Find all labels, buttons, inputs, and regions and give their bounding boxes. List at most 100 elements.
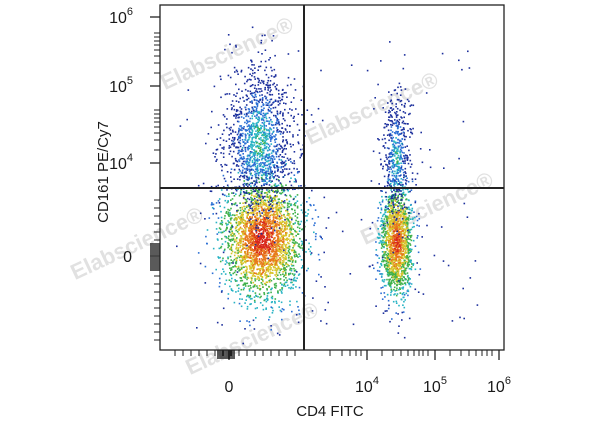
event-dot — [243, 222, 245, 225]
event-dot — [260, 236, 262, 239]
event-dot — [238, 160, 241, 163]
event-dot — [266, 189, 268, 191]
event-dot — [254, 242, 257, 245]
event-dot — [257, 177, 260, 179]
event-dot — [251, 227, 253, 230]
event-dot — [232, 214, 234, 216]
event-dot — [253, 99, 256, 101]
event-dot — [253, 328, 256, 330]
event-dot — [272, 124, 275, 126]
event-dot — [269, 171, 272, 173]
event-dot — [248, 246, 250, 249]
event-dot — [384, 231, 387, 233]
event-dot — [399, 250, 402, 253]
event-dot — [270, 138, 272, 141]
event-dot — [260, 234, 262, 236]
event-dot — [263, 124, 266, 127]
event-dot — [320, 276, 322, 278]
event-dot — [380, 207, 383, 209]
event-dot — [251, 102, 253, 104]
event-dot — [391, 260, 394, 262]
event-dot — [276, 122, 279, 125]
event-dot — [403, 222, 405, 224]
event-dot — [269, 140, 272, 142]
event-dot — [231, 224, 233, 227]
event-dot — [285, 263, 287, 265]
event-dot — [245, 115, 247, 118]
event-dot — [260, 131, 263, 134]
event-dot — [264, 183, 267, 185]
event-dot — [259, 268, 261, 270]
event-dot — [288, 265, 290, 267]
event-dot — [272, 164, 275, 166]
event-dot — [231, 107, 233, 109]
event-dot — [252, 113, 255, 115]
event-dot — [236, 92, 238, 95]
event-dot — [262, 250, 264, 252]
event-dot — [266, 220, 268, 223]
event-dot — [242, 195, 245, 197]
watermark-text: Elabscience® — [182, 297, 323, 380]
event-dot — [258, 205, 260, 207]
event-dot — [289, 287, 292, 290]
event-dot — [244, 273, 246, 276]
event-dot — [240, 116, 243, 118]
event-dot — [236, 164, 238, 166]
event-dot — [291, 273, 294, 275]
event-dot — [273, 249, 275, 251]
event-dot — [394, 197, 396, 200]
event-dot — [389, 185, 392, 188]
event-dot — [291, 241, 294, 244]
event-dot — [381, 258, 384, 261]
event-dot — [391, 254, 393, 257]
event-dot — [271, 220, 273, 222]
event-dot — [235, 193, 237, 195]
event-dot — [402, 265, 404, 268]
event-dot — [258, 245, 260, 248]
event-dot — [228, 279, 231, 281]
event-dot — [267, 143, 270, 146]
event-dot — [281, 89, 284, 91]
event-dot — [199, 212, 202, 215]
event-dot — [258, 260, 261, 263]
event-dot — [225, 123, 228, 125]
event-dot — [393, 288, 395, 291]
event-dot — [242, 160, 245, 163]
event-dot — [394, 208, 397, 211]
event-dot — [269, 200, 272, 203]
event-dot — [279, 102, 281, 105]
event-dot — [273, 177, 275, 180]
event-dot — [267, 275, 269, 278]
event-dot — [228, 193, 230, 195]
event-dot — [233, 94, 235, 96]
event-dot — [301, 247, 304, 249]
event-dot — [215, 268, 217, 271]
event-dot — [265, 66, 268, 69]
event-dot — [405, 206, 407, 209]
event-dot — [272, 265, 275, 268]
event-dot — [265, 113, 268, 115]
event-dot — [259, 94, 261, 97]
event-dot — [385, 220, 388, 222]
event-dot — [387, 202, 390, 205]
event-dot — [395, 246, 398, 248]
event-dot — [263, 116, 265, 119]
event-dot — [274, 198, 276, 200]
event-dot — [267, 206, 269, 208]
event-dot — [287, 219, 290, 222]
event-dot — [249, 256, 252, 258]
event-dot — [261, 151, 263, 153]
event-dot — [268, 208, 271, 211]
event-dot — [241, 237, 243, 240]
event-dot — [269, 245, 271, 247]
event-dot — [272, 107, 275, 109]
event-dot — [383, 292, 386, 294]
event-dot — [399, 203, 401, 205]
event-dot — [211, 272, 214, 275]
event-dot — [226, 93, 228, 95]
event-dot — [286, 198, 288, 201]
event-dot — [271, 205, 274, 207]
event-dot — [275, 271, 278, 274]
event-dot — [279, 250, 282, 253]
event-dot — [252, 238, 255, 240]
